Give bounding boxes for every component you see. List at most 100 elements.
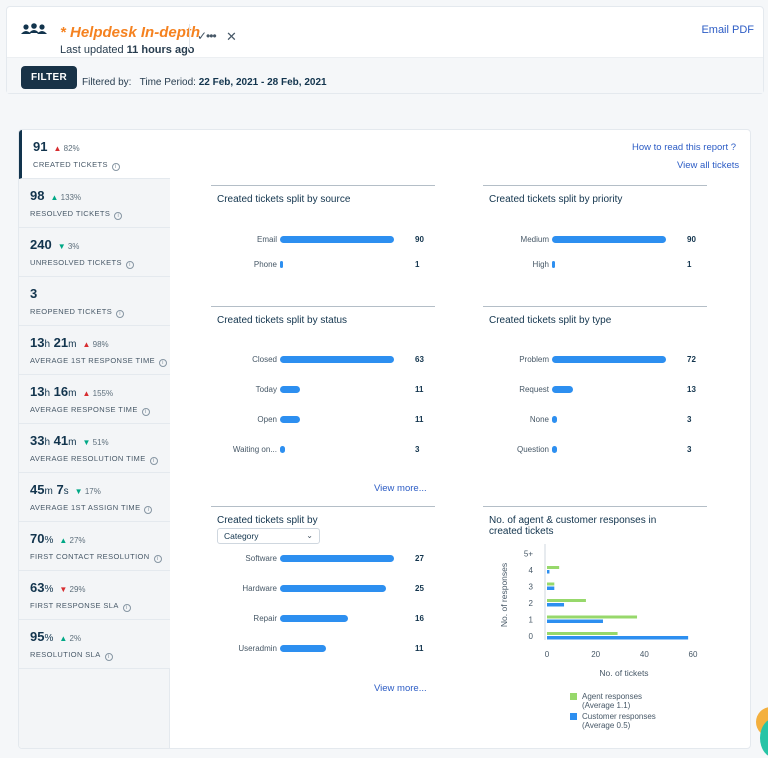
trend-arrow-icon: ▲ [53,144,62,153]
y-axis-label: No. of responses [499,563,509,627]
row-bar[interactable] [280,261,283,268]
view-more-link[interactable]: View more... [374,483,427,494]
row-label: Today [255,385,277,394]
row-label: High [532,260,549,269]
trend-arrow-icon: ▼ [57,242,66,251]
metric-label: UNRESOLVED TICKETS i [30,258,134,269]
row-label: None [529,415,549,424]
metric-value: 45m 7s ▼ 17% [30,482,101,497]
how-to-read-link[interactable]: How to read this report ? [632,142,737,153]
row-bar[interactable] [280,555,394,562]
metric-tile[interactable]: 95% ▲ 2% RESOLUTION SLA i [19,620,170,669]
metric-tile[interactable]: 13h 16m ▲ 155% AVERAGE RESPONSE TIME i [19,375,170,424]
x-tick-label: 60 [689,650,698,659]
filter-button[interactable]: FILTER [21,66,77,89]
row-bar[interactable] [280,356,394,363]
row-bar[interactable] [280,615,348,622]
view-all-tickets-link[interactable]: View all tickets [677,160,740,171]
row-bar[interactable] [280,236,394,243]
email-pdf-link[interactable]: Email PDF [701,24,754,36]
metric-value: 13h 21m ▲ 98% [30,335,109,350]
trend-arrow-icon: ▼ [59,585,68,594]
filter-summary: Filtered by: Time Period: 22 Feb, 2021 -… [82,77,327,88]
row-bar[interactable] [552,446,557,453]
legend-swatch [570,693,577,700]
card-title: Created tickets split by status [217,315,348,326]
responses-chart: 0 1 2 3 4 5+ 0 20 40 60 No. of tickets No. of respo… [499,544,698,678]
metric-value: 63% ▼ 29% [30,580,86,595]
metric-tile[interactable]: 13h 21m ▲ 98% AVERAGE 1ST RESPONSE TIME i [19,326,170,375]
row-label: Phone [253,260,277,269]
row-value: 11 [415,385,424,394]
metric-label: AVERAGE 1ST RESPONSE TIME i [30,356,168,367]
metric-tile[interactable]: 240 ▼ 3% UNRESOLVED TICKETS i [19,228,170,277]
metric-tile[interactable]: 98 ▲ 133% RESOLVED TICKETS i [19,179,170,228]
metric-value: 3 [30,286,38,301]
row-bar[interactable] [552,416,557,423]
row-bar[interactable] [552,356,666,363]
metric-tile[interactable]: 63% ▼ 29% FIRST RESPONSE SLA i [19,571,170,620]
row-value: 1 [415,260,420,269]
team-icon [21,23,47,34]
x-tick-label: 20 [591,650,600,659]
report-title: * Helpdesk In-depth [60,24,201,41]
row-value: 90 [415,235,424,244]
row-bar[interactable] [280,446,285,453]
metric-label: AVERAGE 1ST ASSIGN TIME i [30,503,153,514]
row-bar[interactable] [280,645,326,652]
info-icon: i [111,163,120,171]
row-label: Hardware [242,584,277,593]
row-bar[interactable] [552,236,666,243]
trend-arrow-icon: ▲ [59,634,68,643]
row-label: Problem [519,355,549,364]
last-updated: Last updated 11 hours ago [60,44,195,56]
row-bar[interactable] [552,261,555,268]
row-label: Repair [253,614,277,623]
category-dropdown[interactable]: Category ⌄ [217,528,320,544]
info-icon: i [104,653,113,661]
view-more-link[interactable]: View more... [374,683,427,694]
row-bar[interactable] [280,386,300,393]
metric-tile[interactable]: 70% ▲ 27% FIRST CONTACT RESOLUTION i [19,522,170,571]
row-bar[interactable] [280,585,386,592]
metric-tile[interactable]: 91 ▲ 82% CREATED TICKETS i [19,130,170,179]
info-icon: i [116,310,125,318]
metric-tile[interactable]: 45m 7s ▼ 17% AVERAGE 1ST ASSIGN TIME i [19,473,170,522]
customer-bar [547,636,689,640]
trend-indicator: ▼ 51% [82,438,109,447]
metric-label: FIRST RESPONSE SLA i [30,601,131,612]
row-value: 3 [687,445,692,454]
metric-value: 95% ▲ 2% [30,629,82,644]
row-value: 90 [687,235,696,244]
trend-arrow-icon: ▲ [82,389,91,398]
agent-bar [547,632,618,635]
trend-arrow-icon: ▲ [50,193,59,202]
y-tick-label: 0 [529,632,534,641]
metric-value: 70% ▲ 27% [30,531,86,546]
check-more-icon[interactable]: ✓••• [197,29,217,43]
metric-label: AVERAGE RESPONSE TIME i [30,405,150,416]
row-value: 13 [687,385,696,394]
y-tick-label: 1 [529,616,534,625]
close-icon[interactable]: ✕ [226,29,237,44]
report-body: 91 ▲ 82% CREATED TICKETS i 98 ▲ 133% RESOLVED … [18,129,751,749]
trend-indicator: ▲ 98% [82,340,109,349]
card-title: Created tickets split by priority [489,194,623,205]
x-axis-label: No. of tickets [599,668,648,678]
info-icon: i [125,261,134,269]
metric-label: REOPENED TICKETS i [30,307,125,318]
trend-arrow-icon: ▲ [82,340,91,349]
trend-indicator: ▼ 3% [57,242,80,251]
trend-indicator: ▲ 155% [82,389,114,398]
row-bar[interactable] [280,416,300,423]
row-label: Open [257,415,277,424]
row-bar[interactable] [552,386,573,393]
trend-indicator: ▲ 82% [53,144,80,153]
customer-bar [547,603,565,607]
agent-bar [547,599,586,602]
metric-tile[interactable]: 3 REOPENED TICKETS i [19,277,170,326]
metric-tile[interactable]: 33h 41m ▼ 51% AVERAGE RESOLUTION TIME i [19,424,170,473]
trend-arrow-icon: ▲ [59,536,68,545]
row-value: 3 [687,415,692,424]
y-tick-label: 4 [529,566,534,575]
